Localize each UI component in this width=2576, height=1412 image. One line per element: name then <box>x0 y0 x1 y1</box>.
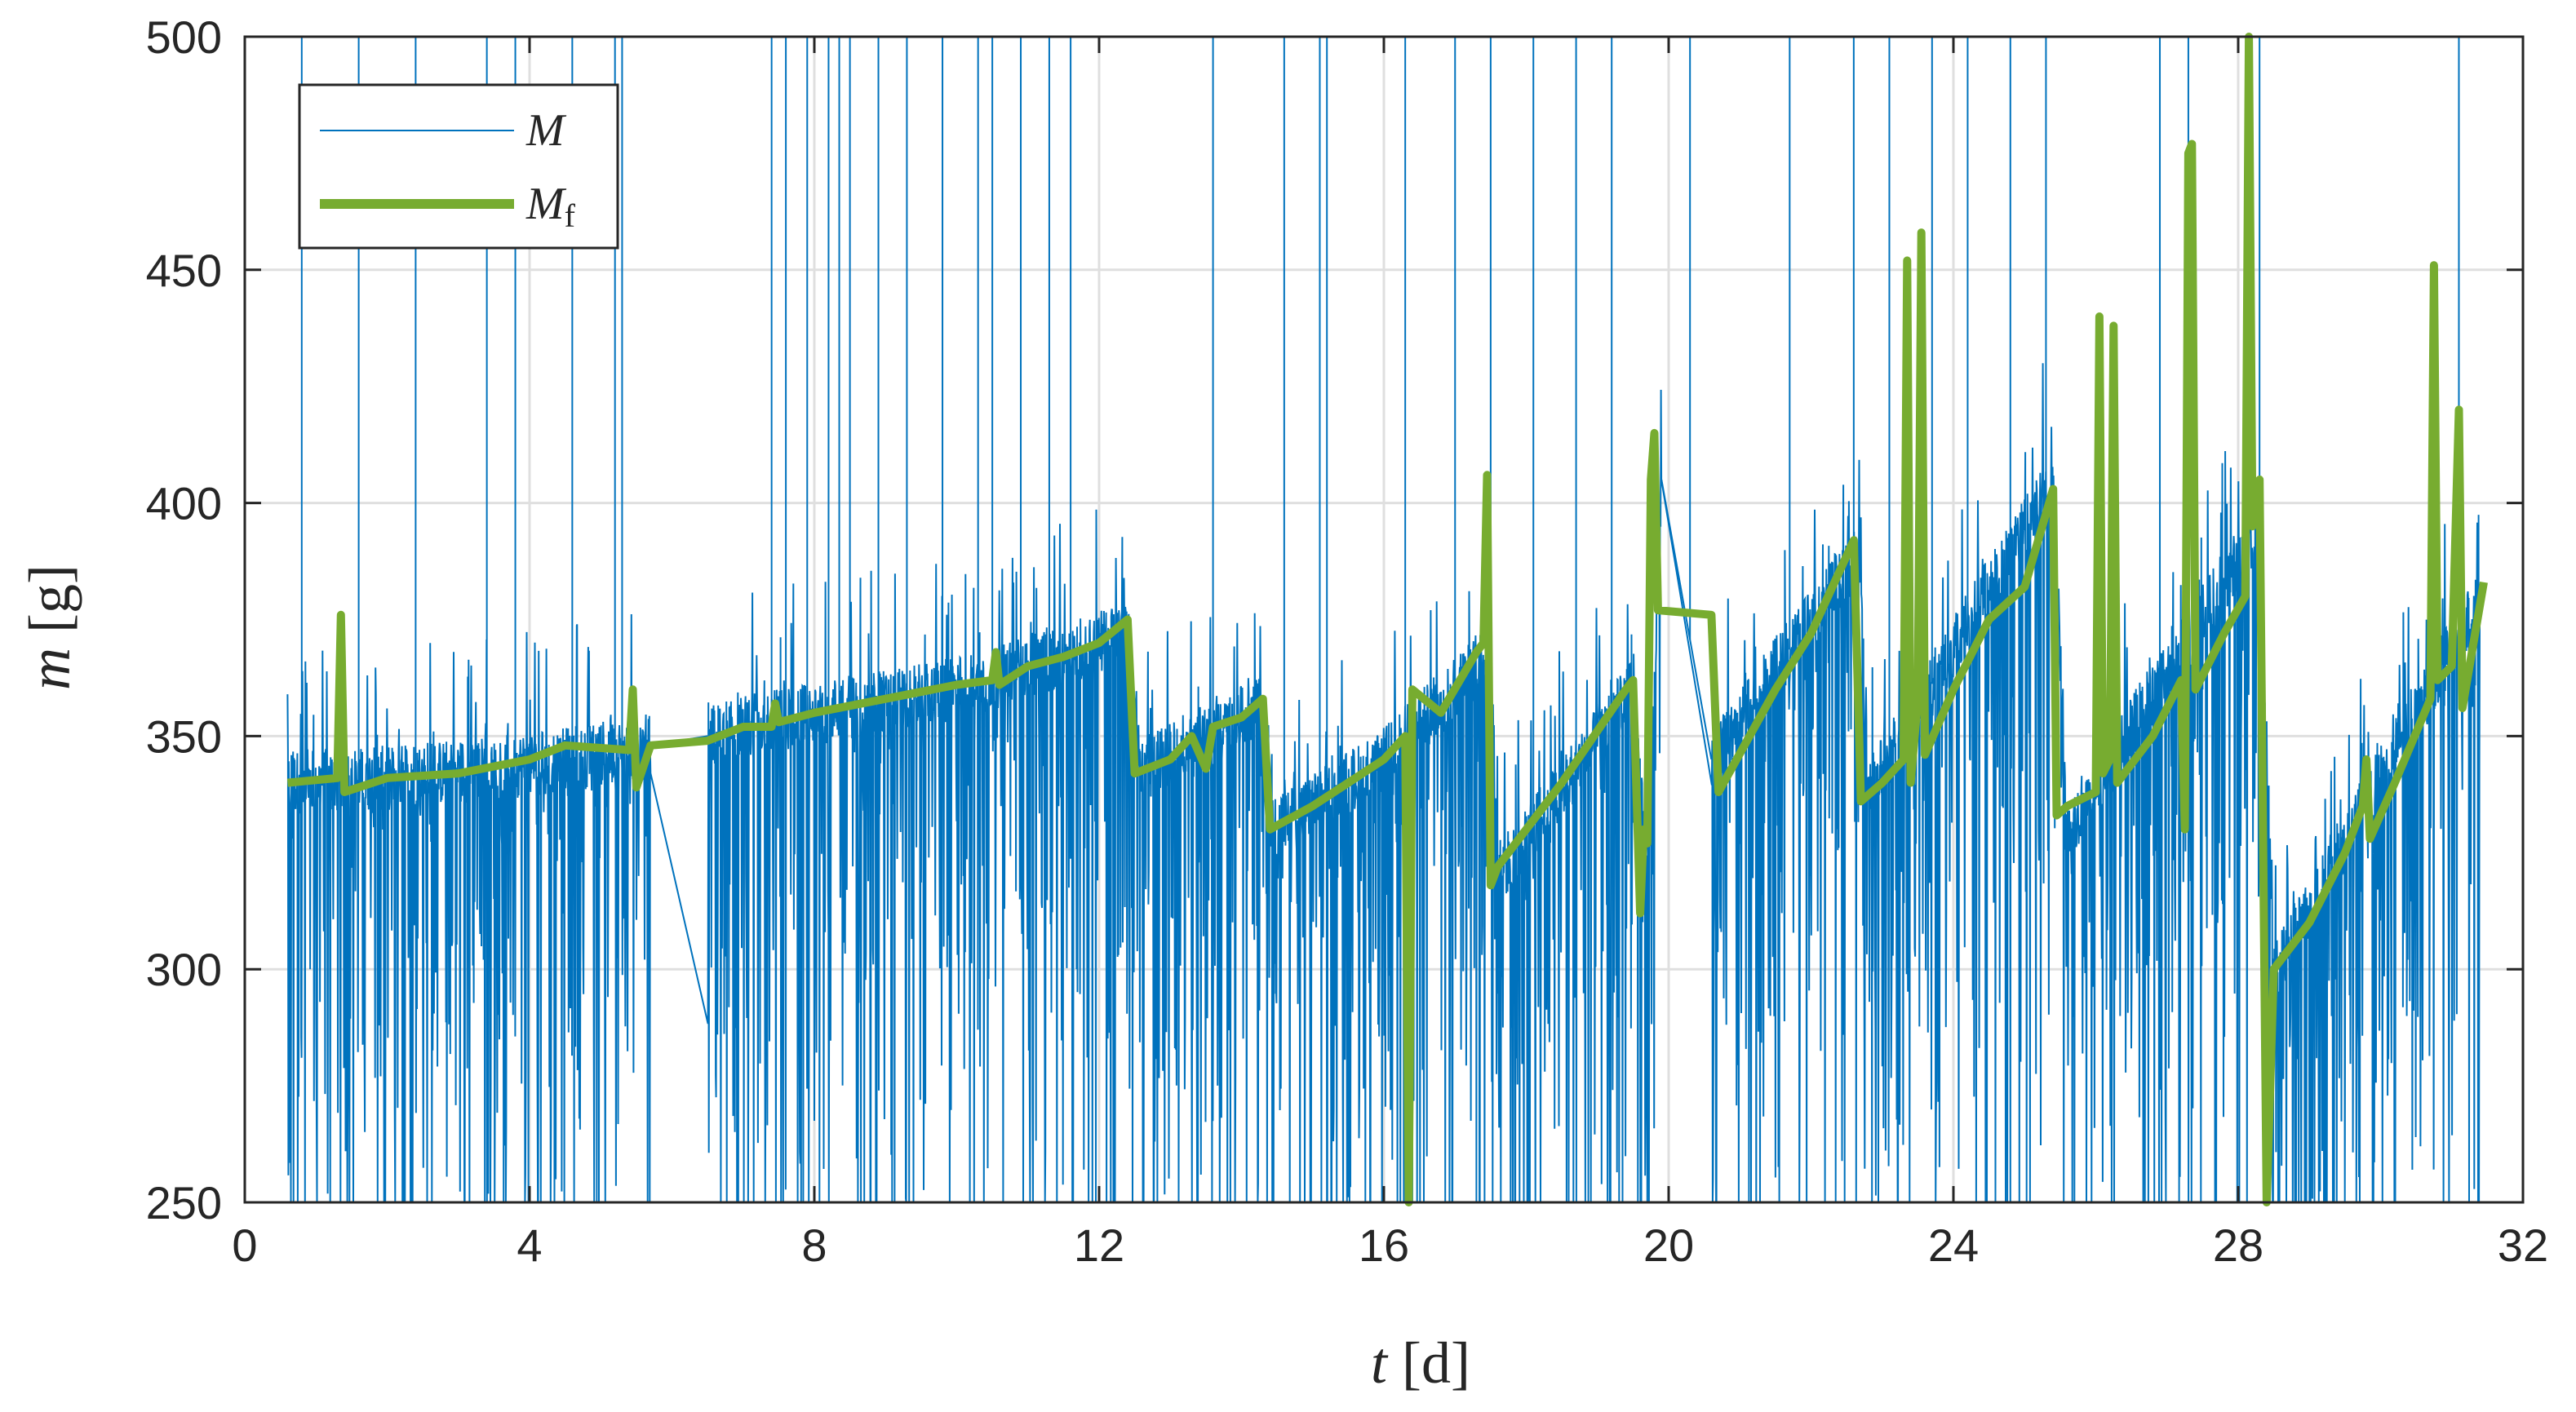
x-tick-label: 8 <box>801 1219 827 1271</box>
x-axis-label: t [d] <box>1371 1330 1470 1396</box>
y-tick-label: 350 <box>146 710 222 762</box>
y-axis-unit: [g] <box>17 564 82 633</box>
y-axis-variable: m <box>17 648 82 690</box>
legend: M Mf <box>298 83 619 250</box>
y-tick-label: 300 <box>146 944 222 995</box>
x-tick-label: 4 <box>517 1219 542 1271</box>
x-axis-variable: t <box>1371 1330 1389 1396</box>
axes: 0 4 8 12 16 20 24 28 32 250 300 350 400 450 500 <box>146 11 2549 1271</box>
x-axis-unit: [d] <box>1402 1330 1470 1396</box>
x-tick-label: 16 <box>1359 1219 1409 1271</box>
y-tick-label: 400 <box>146 478 222 529</box>
y-tick-label: 500 <box>146 11 222 63</box>
x-tick-label: 12 <box>1074 1219 1124 1271</box>
x-tick-label: 20 <box>1643 1219 1694 1271</box>
legend-label-Mf: Mf <box>525 179 576 234</box>
x-tick-label: 24 <box>1928 1219 1979 1271</box>
y-axis-label: m [g] <box>17 564 82 690</box>
y-tick-label: 250 <box>146 1177 222 1228</box>
series-Mf <box>286 33 2488 1206</box>
x-tick-label: 0 <box>232 1219 257 1271</box>
x-tick-label: 28 <box>2213 1219 2263 1271</box>
x-tick-label: 32 <box>2498 1219 2548 1271</box>
legend-box <box>298 83 619 250</box>
series-Mf-line <box>286 33 2488 1206</box>
legend-label-M: M <box>525 105 567 156</box>
series-M-gap-connector <box>1660 479 1713 760</box>
y-tick-label: 450 <box>146 245 222 296</box>
